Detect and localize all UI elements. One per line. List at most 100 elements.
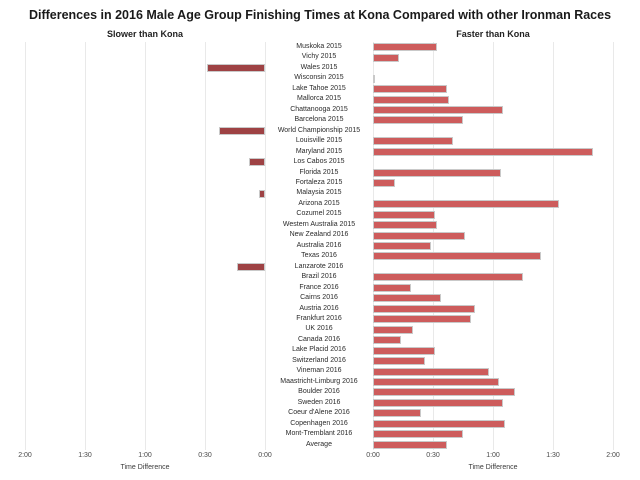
bar-faster — [373, 398, 503, 407]
bar-slower — [219, 126, 265, 135]
faster-panel-header: Faster than Kona — [456, 29, 530, 39]
bar-faster — [373, 440, 447, 449]
race-label: Muskoka 2015 — [296, 43, 342, 50]
race-label: Fortaleza 2015 — [295, 179, 343, 186]
race-label: Austria 2016 — [299, 304, 339, 312]
bar-faster — [373, 74, 375, 83]
right-axis-tick-label: 0:00 — [366, 452, 380, 459]
bar-faster — [373, 388, 515, 397]
race-label: Canada 2016 — [297, 335, 341, 343]
bar-slower — [237, 262, 265, 271]
race-label: Louisville 2015 — [295, 137, 343, 145]
bar-faster — [373, 273, 523, 282]
bar-slower — [249, 158, 265, 167]
race-label: Wales 2015 — [300, 63, 338, 71]
grid-line — [493, 42, 494, 450]
race-label: Frankfurt 2016 — [296, 315, 342, 322]
race-label: Texas 2016 — [301, 252, 337, 260]
bar-faster — [373, 179, 395, 188]
bar-faster — [373, 357, 425, 366]
race-label: Western Australia 2015 — [282, 220, 356, 228]
left-axis-tick-label: 2:00 — [18, 452, 32, 459]
grid-line — [25, 42, 26, 450]
race-label: Mallorca 2015 — [297, 95, 341, 103]
race-label: Florida 2015 — [299, 168, 339, 176]
bar-faster — [373, 137, 453, 146]
bar-faster — [373, 221, 437, 230]
bar-faster — [373, 231, 465, 240]
bar-faster — [373, 53, 399, 62]
grid-line — [205, 42, 206, 450]
race-label: Lanzarote 2016 — [294, 262, 344, 270]
race-label: Average — [306, 440, 332, 448]
race-label: Los Cabos 2015 — [293, 158, 345, 166]
race-label: Boulder 2016 — [298, 388, 340, 396]
bar-faster — [373, 378, 499, 386]
race-label: Lake Tahoe 2015 — [292, 84, 346, 92]
grid-line — [553, 42, 554, 450]
race-label: Maastricht-Limburg 2016 — [280, 377, 358, 385]
race-label: Wisconsin 2015 — [294, 74, 344, 82]
bar-faster — [373, 419, 505, 428]
grid-line — [85, 42, 86, 450]
race-label: Maryland 2015 — [295, 147, 343, 155]
bar-faster — [373, 325, 413, 334]
bar-faster — [373, 346, 435, 355]
grid-line — [265, 42, 266, 450]
race-label: Brazil 2016 — [301, 273, 337, 281]
race-label: Cairns 2016 — [300, 294, 338, 302]
race-label: Malaysia 2015 — [296, 189, 342, 197]
bar-faster — [373, 242, 431, 250]
bar-faster — [373, 85, 447, 94]
bar-faster — [373, 409, 421, 418]
race-label: Copenhagen 2016 — [290, 419, 348, 427]
bar-slower — [259, 189, 265, 198]
race-label: New Zealand 2016 — [289, 231, 349, 239]
bar-faster — [373, 367, 489, 376]
grid-line — [433, 42, 434, 450]
grid-line — [145, 42, 146, 450]
left-axis-tick-label: 1:00 — [138, 452, 152, 459]
left-axis-tick-label: 0:00 — [258, 452, 272, 459]
bar-faster — [373, 210, 435, 219]
left-axis-tick-label: 1:30 — [78, 452, 92, 459]
race-label: Arizona 2015 — [298, 199, 340, 207]
bar-slower — [207, 64, 265, 73]
race-label: Switzerland 2016 — [292, 356, 346, 364]
bar-faster — [373, 294, 441, 303]
left-axis-title: Time Difference — [120, 464, 170, 471]
race-label: Vineman 2016 — [296, 367, 342, 375]
left-axis-tick-label: 0:30 — [198, 452, 212, 459]
bar-faster — [373, 147, 593, 156]
bar-faster — [373, 200, 559, 209]
bar-faster — [373, 315, 471, 324]
race-label: Sweden 2016 — [297, 398, 341, 406]
race-label: World Championship 2015 — [277, 126, 361, 134]
race-label: UK 2016 — [305, 325, 333, 333]
race-label: France 2016 — [299, 283, 339, 291]
bar-faster — [373, 106, 503, 114]
bar-faster — [373, 95, 449, 104]
race-label: Cozumel 2015 — [296, 210, 342, 218]
right-axis-tick-label: 1:30 — [546, 452, 560, 459]
bar-faster — [373, 430, 463, 439]
right-axis-tick-label: 2:00 — [606, 452, 620, 459]
bar-faster — [373, 283, 411, 292]
slower-panel-header: Slower than Kona — [106, 29, 183, 39]
right-axis-tick-label: 1:00 — [486, 452, 500, 459]
bar-faster — [373, 252, 541, 261]
bar-faster — [373, 304, 475, 313]
chart-title: Differences in 2016 Male Age Group Finis… — [28, 8, 612, 22]
right-axis-title: Time Difference — [468, 464, 518, 471]
bar-faster — [373, 43, 437, 52]
race-label: Coeur d'Alene 2016 — [288, 409, 350, 417]
right-axis-tick-label: 0:30 — [426, 452, 440, 459]
race-label: Chattanooga 2015 — [290, 105, 348, 113]
bar-faster — [373, 168, 501, 177]
race-label: Barcelona 2015 — [294, 116, 344, 124]
race-label: Vichy 2015 — [301, 53, 337, 61]
bar-faster — [373, 336, 401, 345]
bar-faster — [373, 116, 463, 125]
race-label: Australia 2016 — [296, 241, 342, 249]
